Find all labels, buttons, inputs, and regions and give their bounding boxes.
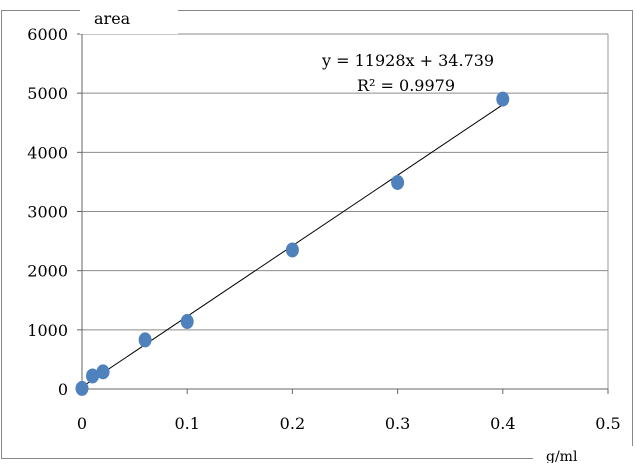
- data-point: [285, 242, 299, 258]
- x-tick-label: 0.2: [280, 414, 305, 433]
- chart-outer-border: [1, 10, 633, 459]
- trendline-equation: y = 11928x + 34.739: [321, 51, 494, 70]
- x-tick-label: 0.5: [595, 414, 620, 433]
- x-axis-label-box: [533, 446, 637, 463]
- x-tick-label: 0.4: [490, 414, 515, 433]
- data-point: [496, 91, 510, 107]
- y-tick-label: 3000: [27, 203, 68, 222]
- data-point: [138, 332, 152, 348]
- data-point: [180, 314, 194, 330]
- x-tick-label: 0.1: [174, 414, 199, 433]
- x-tick-label: 0: [77, 414, 87, 433]
- y-tick-label: 4000: [27, 143, 68, 162]
- data-point: [391, 175, 405, 191]
- y-tick-label: 1000: [27, 321, 68, 340]
- trendline-r-squared: R² = 0.9979: [357, 76, 455, 95]
- x-axis-label: g/ml: [546, 449, 578, 463]
- axis-ticks: 0 1000 2000 3000 4000 5000 6000 0 0.1 0.2 0.3 0.4 0.…: [27, 25, 620, 433]
- y-tick-label: 6000: [27, 25, 68, 44]
- y-axis-label: area: [94, 9, 131, 28]
- y-axis-label-box: [80, 0, 178, 34]
- data-point: [75, 380, 89, 396]
- data-point: [96, 364, 110, 380]
- x-tick-label: 0.3: [385, 414, 410, 433]
- y-tick-label: 2000: [27, 262, 68, 281]
- data-points: [75, 91, 510, 396]
- y-tick-label: 0: [58, 380, 68, 399]
- data-point: [86, 368, 100, 384]
- y-tick-label: 5000: [27, 84, 68, 103]
